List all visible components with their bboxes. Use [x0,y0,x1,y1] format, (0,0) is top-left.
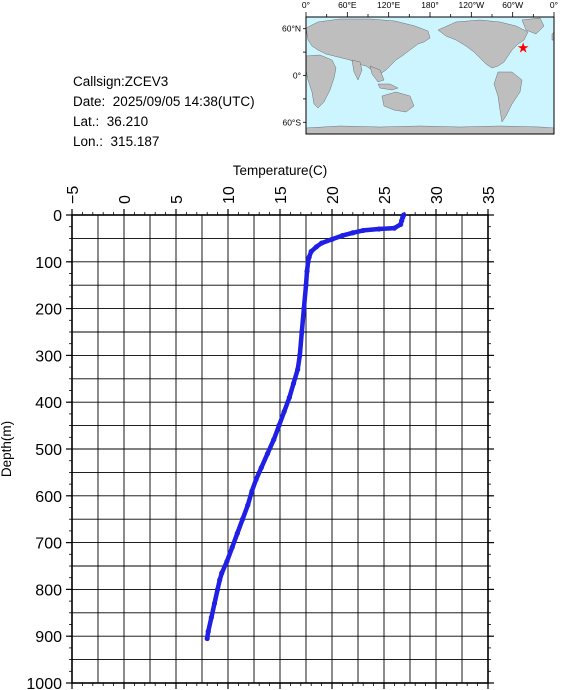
callsign-text: Callsign:ZCEV3 [73,74,169,89]
y-tick-label: 500 [35,442,62,459]
date-label: Date: [73,94,106,109]
data-point [301,306,307,312]
data-point [204,635,210,642]
x-tick-label: 25 [377,186,394,204]
map-lon-label: 180° [421,0,439,10]
y-tick-label: 300 [35,348,62,365]
plot-frame [71,214,489,684]
x-tick-label: 5 [169,195,186,204]
x-tick-label: 0 [117,195,134,204]
data-point [290,380,297,387]
map-lon-label: 0° [302,0,310,10]
data-point [376,226,382,232]
data-point [264,451,271,457]
x-tick-label: 20 [325,186,342,204]
x-tick-label: 35 [481,186,498,204]
data-point [297,352,303,358]
map-lon-label: 60°E [338,0,357,10]
date-row: Date: 2025/09/05 14:38(UTC) [73,92,255,112]
data-point [224,558,230,564]
date-value: 2025/09/05 14:38(UTC) [112,94,255,109]
map-lon-label: 120°E [377,0,401,10]
data-point [239,516,246,522]
data-point [303,282,309,288]
lon-value: 315.187 [110,134,160,149]
x-tick-label: 10 [221,186,238,204]
map-lat-label: 0° [293,71,301,81]
y-tick-label: 400 [35,395,62,412]
data-point [350,230,356,236]
map-lat-label: 60°N [282,24,301,34]
station-info: Callsign:ZCEV3 Date: 2025/09/05 14:38(UT… [73,72,255,152]
data-point [319,240,325,246]
map-lon-label: 60°W [502,0,523,10]
map-lon-label: 0° [550,0,558,10]
x-tick-label: −5 [65,186,82,204]
data-point [253,476,259,483]
profile-series [204,212,407,642]
data-point [398,221,404,227]
y-axis-label: Depth(m) [0,421,14,477]
y-tick-label: 700 [35,536,62,553]
map-latitude-labels: 60°N 0° 60°S [282,24,301,128]
data-point [305,259,311,265]
data-point [205,628,211,635]
data-point [286,394,292,401]
temperature-profile-chart: −5 0 5 10 15 20 25 30 35 01002003004005006007008… [0,163,498,690]
data-point [211,600,218,607]
data-point [249,488,255,494]
y-tick-label: 1000 [26,676,62,690]
lat-value: 36.210 [106,114,149,129]
x-tick-label: 15 [273,186,290,204]
map-longitude-labels: 0° 60°E 120°E 180° 120°W 60°W 0° [302,0,558,10]
data-point [391,225,397,231]
data-point [308,248,314,255]
y-tick-label: 200 [35,302,62,319]
y-tick-labels: 0 100 200 300 400 500 600 700 800 900 1000 [26,208,62,690]
x-tick-labels: −5 0 5 10 15 20 25 30 35 [65,186,498,204]
data-point [217,577,223,583]
data-point [299,329,305,335]
y-tick-label: 800 [35,582,62,599]
lon-label: Lon.: [73,134,104,149]
x-tick-label: 30 [429,186,446,204]
data-point [339,232,345,239]
map-ticks [303,12,555,123]
data-point [304,268,310,274]
data-point [258,465,264,471]
data-point [271,437,277,443]
data-point [229,544,235,550]
y-tick-label: 600 [35,489,62,506]
data-point [329,236,335,242]
data-point [313,244,319,250]
star-icon: ★ [517,39,530,55]
lon-row: Lon.: 315.187 [73,132,255,152]
lat-label: Lat.: [73,114,100,129]
data-point [360,227,366,234]
data-point [215,586,221,593]
data-point [276,423,282,429]
data-point [281,408,287,415]
y-tick-label: 0 [53,208,62,225]
map-land [305,17,555,135]
map-lat-label: 60°S [282,117,301,127]
data-point [295,366,301,373]
x-axis-label: Temperature(C) [233,163,328,178]
lat-row: Lat.: 36.210 [73,112,255,132]
data-point [234,530,240,536]
data-point [245,502,251,508]
data-point [219,570,225,576]
data-point [306,254,312,260]
data-point [208,614,214,621]
y-tick-label: 100 [35,255,62,272]
map-lon-label: 120°W [459,0,485,10]
y-tick-label: 900 [35,629,62,646]
